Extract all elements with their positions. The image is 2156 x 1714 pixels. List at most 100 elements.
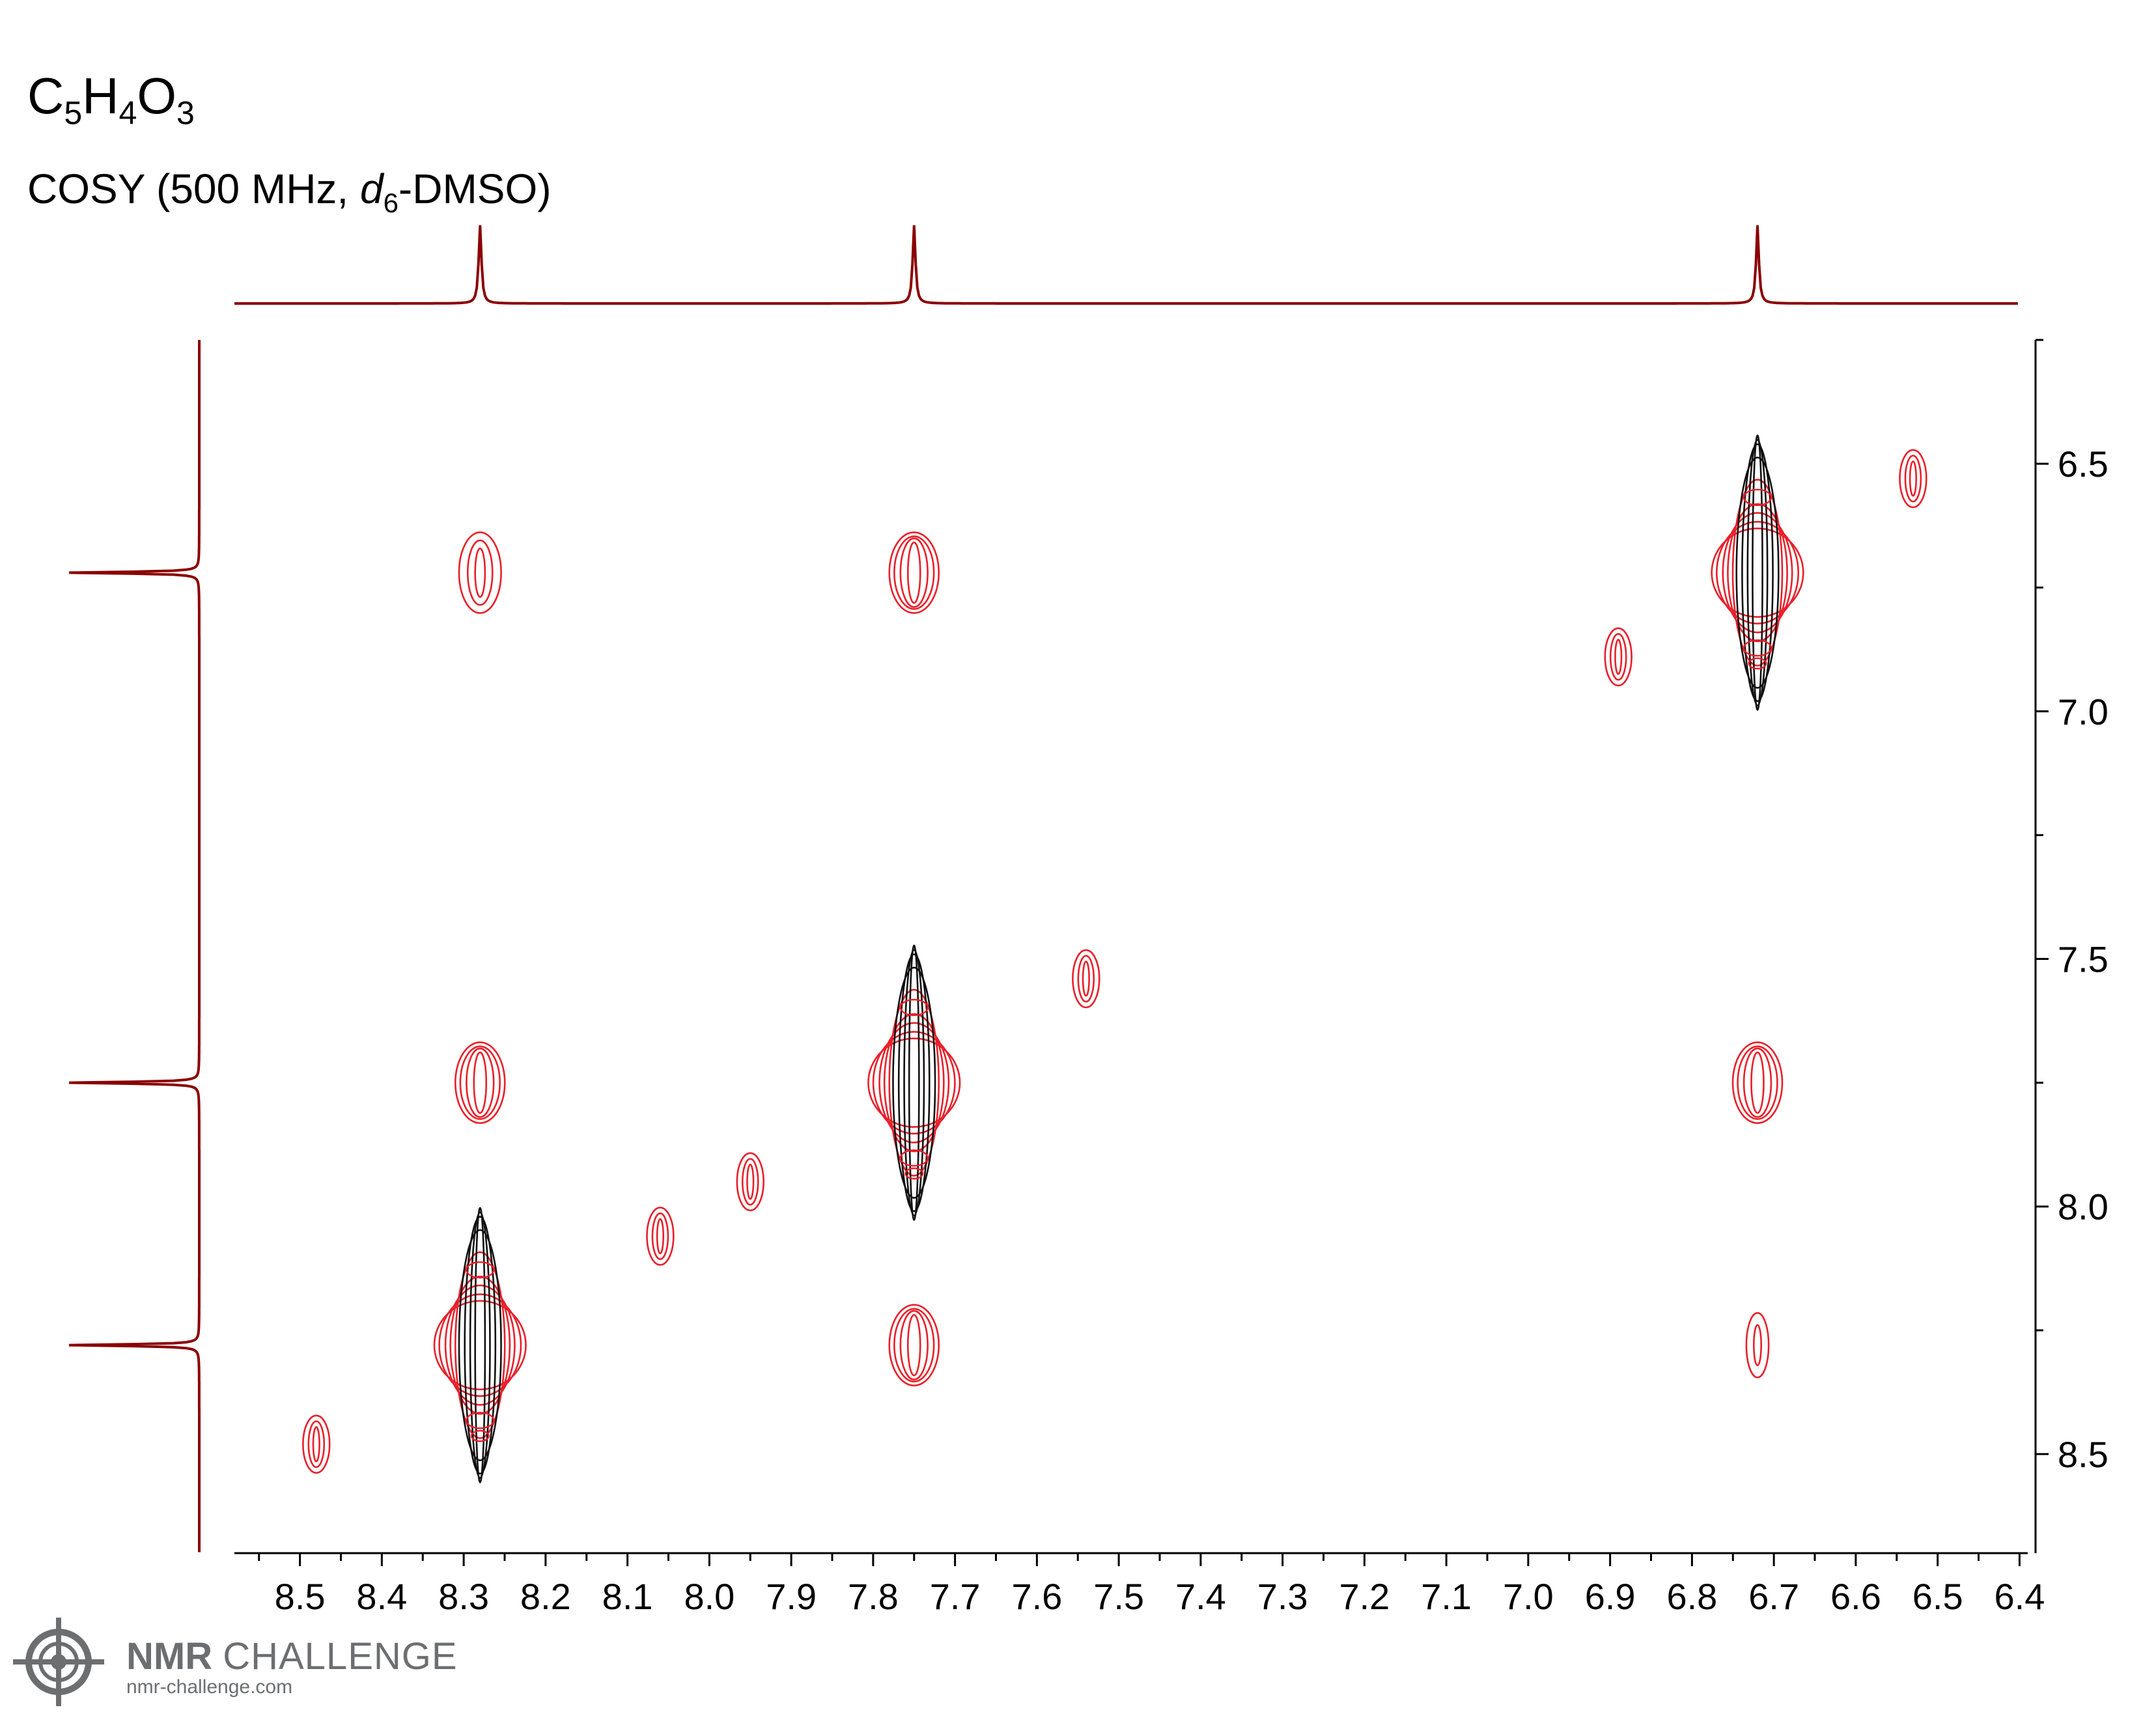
contour-level <box>878 1022 950 1144</box>
x-tick-label: 7.9 <box>766 1576 817 1617</box>
contour-level <box>867 1037 961 1128</box>
contour-level <box>1614 638 1623 675</box>
contour-level <box>1604 627 1632 686</box>
logo-text: NMR CHALLENGE <box>126 1635 458 1678</box>
peak-artifact-11 <box>736 1152 764 1211</box>
contour-level <box>904 1167 924 1180</box>
contour-level <box>899 998 929 1017</box>
molecular-formula: C5H4O3 <box>27 67 195 132</box>
contour-level <box>906 1314 921 1377</box>
x-tick-label: 6.5 <box>1912 1576 1963 1617</box>
x-tick-label: 7.7 <box>930 1576 981 1617</box>
x-tick-label: 7.5 <box>1093 1576 1144 1617</box>
peak-artifact-10 <box>646 1207 675 1266</box>
contour-level <box>888 1304 940 1386</box>
peak-cross-6 <box>1745 1312 1770 1379</box>
contour-level <box>893 535 935 610</box>
contour-level <box>1711 527 1804 618</box>
x-tick-label: 7.4 <box>1175 1576 1226 1617</box>
contour-level <box>892 966 936 1199</box>
contour-level <box>872 1031 956 1135</box>
contour-level <box>458 531 502 614</box>
top-projection-trace <box>234 225 2018 305</box>
contour-level <box>302 1414 331 1474</box>
x-tick-label: 7.3 <box>1257 1576 1308 1617</box>
contour-level <box>1909 460 1918 497</box>
y-tick-label: 8.0 <box>2058 1187 2108 1228</box>
contour-level <box>883 1013 945 1153</box>
x-tick-label: 7.2 <box>1339 1576 1390 1617</box>
contour-level <box>741 1158 759 1206</box>
x-tick-label: 8.1 <box>602 1576 653 1617</box>
contour-level <box>1077 955 1095 1003</box>
contour-level <box>470 1429 490 1442</box>
contour-level <box>464 1216 497 1475</box>
x-tick-label: 6.6 <box>1830 1576 1881 1617</box>
contour-level <box>1753 1324 1763 1366</box>
x-tick-label: 8.5 <box>275 1576 326 1617</box>
peak-diagonal-1 <box>867 944 961 1221</box>
peak-diagonal-2 <box>1711 434 1804 711</box>
peak-diagonal-0 <box>433 1207 527 1483</box>
nmr-challenge-logo-icon <box>13 1618 104 1706</box>
contour-level <box>1899 449 1927 509</box>
contour-level <box>899 1149 929 1167</box>
contour-level <box>1737 1045 1778 1120</box>
contour-level <box>307 1420 326 1468</box>
contour-level <box>466 1047 495 1118</box>
x-tick-label: 8.4 <box>356 1576 407 1617</box>
contour-level <box>474 1207 486 1483</box>
contour-level <box>746 1163 755 1200</box>
contour-level <box>888 989 940 1177</box>
contour-level <box>466 1412 495 1429</box>
contour-level <box>893 1308 935 1383</box>
contour-level <box>646 1207 675 1266</box>
contour-level <box>899 1310 929 1381</box>
contour-level <box>1731 479 1784 667</box>
contour-level <box>1748 657 1767 669</box>
contour-level <box>466 1261 495 1279</box>
contour-level <box>1727 503 1788 643</box>
x-tick-label: 7.1 <box>1421 1576 1472 1617</box>
contour-level <box>1746 439 1769 707</box>
y-axis: 6.5 7.0 7.5 8.0 8.5 <box>2034 339 2108 1553</box>
contour-level <box>899 537 929 608</box>
peak-artifact-12 <box>1072 949 1100 1009</box>
peak-artifact-9 <box>302 1414 331 1474</box>
contour-level <box>454 1251 506 1439</box>
contour-level <box>312 1426 320 1463</box>
contour-level <box>473 1051 488 1114</box>
contour-level <box>469 1211 491 1479</box>
contour-level <box>897 953 931 1213</box>
x-tick-label: 8.2 <box>520 1576 571 1617</box>
x-tick-label: 7.0 <box>1503 1576 1554 1617</box>
contour-level <box>651 1212 669 1260</box>
contour-level <box>1743 488 1772 506</box>
y-tick-label: 7.5 <box>2058 939 2108 980</box>
contour-level <box>474 547 486 598</box>
x-tick-label: 6.9 <box>1585 1576 1636 1617</box>
peak-cross-8 <box>1731 1041 1784 1124</box>
x-tick-label: 7.8 <box>848 1576 899 1617</box>
contour-level <box>1731 1041 1784 1124</box>
x-tick-label: 6.7 <box>1748 1576 1799 1617</box>
contour-level <box>1745 1312 1770 1379</box>
contour-level <box>1743 639 1772 657</box>
x-axis: 8.5 8.4 8.3 8.2 8.1 8.0 7.9 7.8 7.7 7.6 7.5 7.4 7.3 7… <box>234 1552 2045 1617</box>
experiment-subtitle: COSY (500 MHz, d6-DMSO) <box>27 165 552 218</box>
left-projection-trace <box>68 340 201 1552</box>
contour-level <box>458 1229 502 1461</box>
left-projection-spectrum <box>68 340 201 1552</box>
contour-level <box>433 1300 527 1390</box>
contour-level <box>908 944 920 1221</box>
contour-level <box>1752 434 1763 711</box>
peak-artifact-13 <box>1604 627 1632 686</box>
peak-cross-5 <box>458 531 502 614</box>
peak-artifact-14 <box>1899 449 1927 509</box>
peak-cross-4 <box>888 1304 940 1386</box>
top-projection-spectrum <box>234 225 2018 305</box>
peak-cross-3 <box>454 1041 506 1124</box>
y-tick-label: 7.0 <box>2058 691 2108 732</box>
contour-level <box>449 1275 511 1415</box>
